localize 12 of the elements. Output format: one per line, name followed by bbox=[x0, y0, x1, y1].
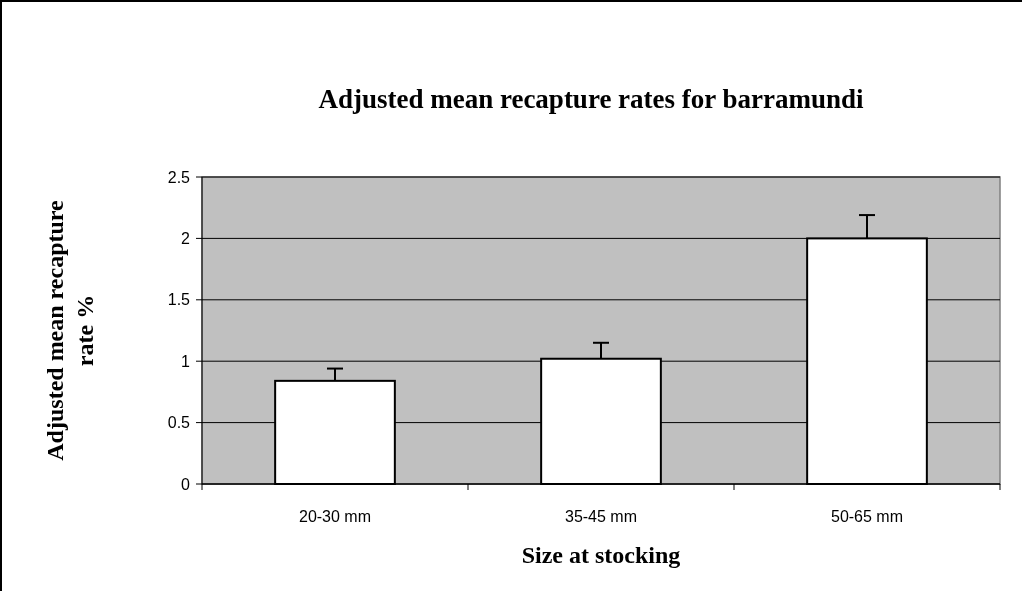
x-tick-label: 20-30 mm bbox=[298, 508, 372, 525]
y-axis-title: Adjusted mean recapture rate % bbox=[42, 199, 98, 461]
y-tick-label: 0.5 bbox=[167, 414, 191, 432]
x-tick-label: 50-65 mm bbox=[830, 508, 904, 525]
y-tick-label: 2 bbox=[181, 230, 191, 247]
y-tick-label: 0 bbox=[181, 475, 191, 493]
y-tick-label: 1.5 bbox=[167, 291, 191, 309]
y-tick-label: 1 bbox=[181, 352, 191, 370]
x-tick-label: 35-45 mm bbox=[564, 508, 638, 525]
y-tick-label: 2.5 bbox=[167, 168, 191, 186]
chart-title: Adjusted mean recapture rates for barramundi bbox=[318, 84, 865, 114]
x-axis-title: Size at stocking bbox=[521, 542, 681, 568]
